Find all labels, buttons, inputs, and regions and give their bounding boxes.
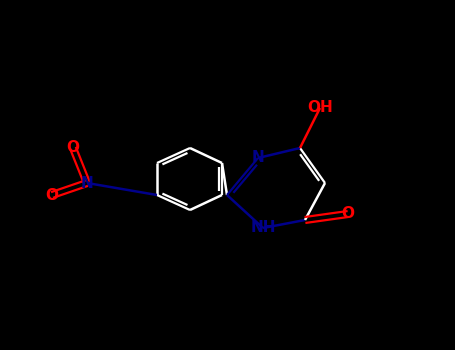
Text: N: N [252, 150, 264, 166]
Text: O: O [46, 188, 59, 203]
Text: O: O [66, 140, 80, 155]
Text: O: O [342, 206, 354, 222]
Text: OH: OH [307, 100, 333, 116]
Text: NH: NH [250, 220, 276, 236]
Text: N: N [81, 175, 93, 190]
